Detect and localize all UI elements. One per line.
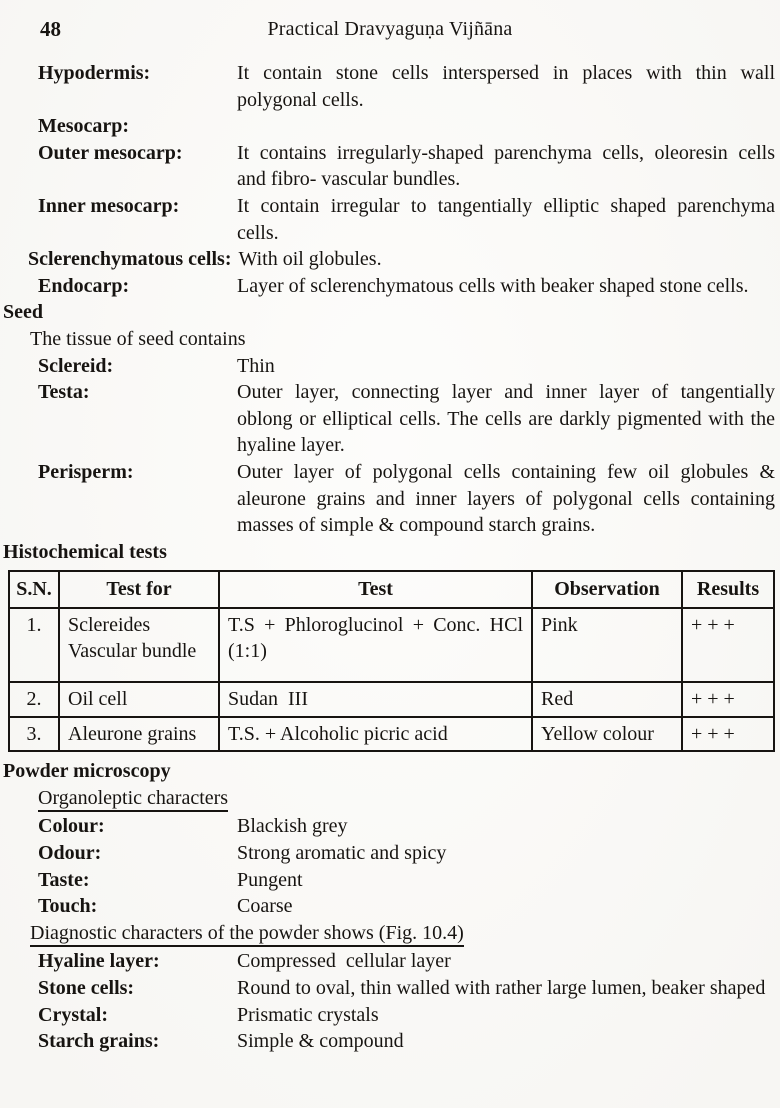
entry-value: Pungent	[237, 868, 303, 891]
entry-row-taste: Taste: Pungent	[38, 867, 775, 894]
seed-intro-text: The tissue of seed contains	[30, 327, 246, 350]
entry-row-inner-mesocarp: Inner mesocarp: It contain irregular to …	[38, 193, 775, 246]
cell-test-for: Oil cell	[58, 681, 220, 718]
entry-label: Perisperm:	[38, 460, 134, 483]
entry-row-starch-grains: Starch grains: Simple & compound	[38, 1028, 775, 1055]
entry-label: Hypodermis:	[38, 62, 151, 84]
diagnostic-characters-subheading: Diagnostic characters of the powder show…	[30, 920, 780, 949]
entry-label: Sclereid:	[38, 354, 114, 377]
cell-observation: Pink	[531, 606, 683, 684]
entry-value: Prismatic crystals	[237, 1003, 379, 1026]
entry-label: Sclerenchymatous cells:	[28, 248, 232, 271]
pericarp-section-cont: Endocarp: Layer of sclerenchymatous cell…	[0, 273, 780, 300]
cell-sn: 3.	[8, 715, 60, 753]
column-header-sn: S.N.	[8, 570, 60, 609]
column-header-test-for: Test for	[58, 570, 220, 609]
seed-section: Sclereid: Thin Testa: Outer layer, conne…	[0, 353, 780, 539]
cell-test: T.S + Phloroglucinol + Conc. HCl (1:1)	[218, 606, 533, 684]
cell-sn: 2.	[8, 681, 60, 718]
cell-test: Sudan III	[218, 681, 533, 718]
entry-value: It contain stone cells interspersed in p…	[237, 62, 775, 111]
pericarp-section: Hypodermis: It contain stone cells inter…	[0, 60, 780, 246]
entry-row-hypodermis: Hypodermis: It contain stone cells inter…	[38, 60, 775, 113]
table-header-row: S.N. Test for Test Observation Results	[8, 570, 775, 609]
column-header-observation: Observation	[531, 570, 683, 609]
entry-value: Simple & compound	[237, 1030, 404, 1053]
entry-value	[237, 113, 775, 140]
entry-row-endocarp: Endocarp: Layer of sclerenchymatous cell…	[38, 273, 775, 300]
section-heading-seed: Seed	[3, 301, 43, 324]
table-row: 2. Oil cell Sudan III Red + + +	[8, 681, 775, 718]
entry-label: Colour:	[38, 815, 105, 838]
entry-row-perisperm: Perisperm: Outer layer of polygonal cell…	[38, 459, 775, 539]
entry-value: It contain irregular to tangentially ell…	[237, 194, 775, 244]
cell-sn: 1.	[8, 606, 60, 684]
cell-observation: Yellow colour	[531, 715, 683, 753]
cell-results: + + +	[681, 715, 775, 753]
table-row: 3. Aleurone grains T.S. + Alcoholic picr…	[8, 715, 775, 753]
diagnostic-section: Hyaline layer: Compressed cellular layer…	[0, 948, 780, 1054]
entry-value: Coarse	[237, 895, 293, 918]
cell-test-for: Sclereides Vascular bundle	[58, 606, 220, 684]
entry-label: Endocarp:	[38, 274, 130, 297]
book-title: Practical Dravyaguṇa Vijñāna	[267, 18, 513, 40]
section-heading-histochemical-tests: Histochemical tests	[3, 540, 167, 563]
table-row: 1. Sclereides Vascular bundle T.S + Phlo…	[8, 606, 775, 684]
entry-row-hyaline-layer: Hyaline layer: Compressed cellular layer	[38, 948, 775, 975]
entry-row-crystal: Crystal: Prismatic crystals	[38, 1002, 775, 1029]
page-number: 48	[40, 17, 61, 41]
entry-value: Round to oval, thin walled with rather l…	[237, 977, 766, 999]
page-header: 48 Practical Dravyaguṇa Vijñāna	[0, 16, 780, 44]
entry-row-outer-mesocarp: Outer mesocarp: It contains irregularly-…	[38, 140, 775, 193]
entry-row-mesocarp: Mesocarp:	[38, 113, 775, 140]
organoleptic-characters-subheading: Organoleptic characters	[38, 785, 780, 814]
entry-label: Hyaline layer:	[38, 950, 160, 973]
entry-label: Crystal:	[38, 1003, 108, 1026]
entry-value: Outer layer, connecting layer and inner …	[237, 381, 775, 457]
entry-label: Testa:	[38, 381, 90, 404]
entry-row-colour: Colour: Blackish grey	[38, 813, 775, 840]
organoleptic-characters-label: Organoleptic characters	[38, 787, 229, 812]
entry-value: Strong aromatic and spicy	[237, 842, 447, 865]
entry-label: Stone cells:	[38, 977, 135, 999]
entry-label: Outer mesocarp:	[38, 141, 183, 164]
organoleptic-section: Colour: Blackish grey Odour: Strong arom…	[0, 813, 780, 919]
column-header-results: Results	[681, 570, 775, 609]
entry-value: With oil globules.	[238, 248, 382, 271]
entry-row-testa: Testa: Outer layer, connecting layer and…	[38, 379, 775, 459]
column-header-test: Test	[218, 570, 533, 609]
entry-label: Taste:	[38, 868, 90, 891]
entry-value: It contains irregularly-shaped parenchym…	[237, 141, 775, 191]
cell-observation: Red	[531, 681, 683, 718]
cell-test-for: Aleurone grains	[58, 715, 220, 753]
cell-results: + + +	[681, 606, 775, 684]
entry-label: Mesocarp:	[38, 115, 130, 138]
cell-test: T.S. + Alcoholic picric acid	[218, 715, 533, 753]
entry-value: Thin	[237, 354, 275, 377]
entry-value: Compressed cellular layer	[237, 950, 451, 973]
entry-row-stone-cells: Stone cells: Round to oval, thin walled …	[38, 975, 775, 1002]
entry-value: Blackish grey	[237, 815, 348, 838]
entry-label: Touch:	[38, 895, 98, 918]
entry-value: Layer of sclerenchymatous cells with bea…	[237, 274, 749, 297]
histochemical-tests-table: S.N. Test for Test Observation Results 1…	[8, 570, 775, 753]
section-heading-powder-microscopy: Powder microscopy	[3, 760, 171, 783]
cell-results: + + +	[681, 681, 775, 718]
entry-row-sclereid: Sclereid: Thin	[38, 353, 775, 380]
entry-label: Starch grains:	[38, 1030, 160, 1053]
entry-value: Outer layer of polygonal cells containin…	[237, 460, 775, 537]
entry-row-odour: Odour: Strong aromatic and spicy	[38, 840, 775, 867]
diagnostic-characters-label: Diagnostic characters of the powder show…	[30, 922, 464, 947]
entry-row-sclerenchymatous-cells: Sclerenchymatous cells: With oil globules…	[28, 246, 780, 273]
entry-label: Odour:	[38, 842, 102, 865]
entry-label: Inner mesocarp:	[38, 194, 180, 217]
entry-row-touch: Touch: Coarse	[38, 893, 775, 920]
